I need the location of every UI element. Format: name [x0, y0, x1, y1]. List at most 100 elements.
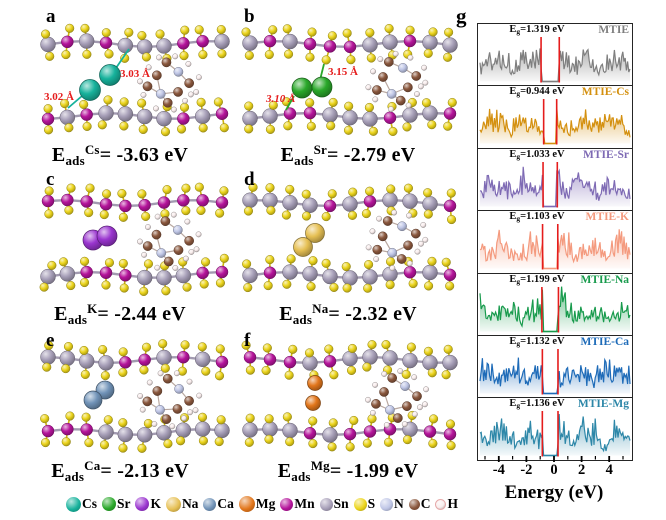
h-atom-sphere — [435, 498, 447, 510]
adsorption-energy-label: EadsCs= -3.63 eV — [8, 142, 232, 169]
atom-slab — [40, 339, 229, 381]
eg-subscript: g — [516, 401, 521, 411]
eg-value: =1.199 eV — [520, 273, 565, 285]
atom-slab — [241, 23, 458, 65]
legend-label: N — [394, 496, 404, 511]
x-tick-label: -2 — [520, 462, 533, 478]
x-tick-label: -4 — [492, 462, 505, 478]
atom-slab — [242, 254, 457, 293]
eads-subscript: ads — [65, 153, 85, 168]
sr-atom-sphere — [101, 497, 116, 511]
mg-atom-sphere — [238, 496, 255, 512]
cs-atom-sphere — [66, 496, 81, 512]
eg-subscript: g — [516, 151, 521, 161]
dos-subpanel-mtie-ca: Eg=1.132 eV MTIE-Ca — [477, 335, 633, 400]
panel-letter: b — [244, 6, 255, 27]
band-gap-label: Eg=1.199 eV — [478, 274, 596, 286]
dos-series-name: MTIE-K — [585, 211, 629, 224]
legend-item-k: K — [135, 496, 161, 512]
legend-item-cs: Cs — [66, 496, 97, 512]
band-gap-label: Eg=1.136 eV — [478, 398, 596, 410]
cs-ion-sphere — [99, 64, 121, 86]
mg-ion-sphere — [307, 375, 323, 391]
eads-ion-superscript: Ca — [84, 458, 101, 473]
atom-legend: Cs Sr K Na Ca Mg Mn Sn S N C H — [66, 492, 458, 516]
dos-curve — [479, 161, 631, 208]
ca-atom-sphere — [203, 497, 217, 511]
structure-panel-a: a 3.03 Å 3.02 Å EadsCs= -3.63 eV — [8, 4, 232, 168]
structure-panel-c: c EadsK= -2.44 eV — [8, 163, 232, 327]
eads-value: = -2.13 eV — [100, 460, 189, 482]
organic-molecule — [137, 370, 203, 430]
eg-value: =1.132 eV — [520, 336, 565, 348]
legend-item-sr: Sr — [101, 496, 130, 512]
eads-ion-superscript: Sr — [313, 142, 327, 157]
adsorption-energy-label: EadsCa= -2.13 eV — [8, 458, 232, 485]
atom-slab — [41, 95, 229, 137]
dos-subpanel-mtie-mg: Eg=1.136 eV MTIE-Mg — [477, 397, 633, 462]
na-atom-sphere — [165, 496, 181, 512]
structure-drawing: 3.03 Å 3.02 Å — [40, 23, 230, 137]
organic-molecule — [365, 209, 429, 272]
eads-value: = -2.44 eV — [97, 303, 186, 325]
sr-ion-sphere — [311, 76, 333, 98]
dos-stack: Eg=1.319 eV MTIE Eg=0.944 eV MTIE-Cs Eg=1.03… — [477, 23, 633, 462]
legend-item-h: H — [435, 496, 458, 512]
atom-slab — [39, 253, 229, 296]
legend-label: Cs — [82, 496, 98, 511]
adsorption-energy-label: EadsMg= -1.99 eV — [236, 458, 460, 485]
x-tick-label: 0 — [550, 462, 558, 478]
dos-series-name: MTIE-Cs — [581, 86, 629, 99]
eg-subscript: g — [516, 27, 521, 36]
dos-series-name: MTIE — [598, 24, 629, 36]
atom-slab — [242, 410, 457, 452]
band-gap-label: Eg=1.319 eV — [478, 24, 596, 36]
legend-item-sn: Sn — [319, 496, 349, 512]
legend-item-s: S — [353, 496, 376, 512]
eads-symbol: E — [51, 144, 66, 166]
panel-letter: a — [46, 6, 56, 27]
structure-panel-d: d EadsNa= -2.32 eV — [236, 163, 460, 327]
energy-axis-title: Energy (eV) — [504, 482, 604, 503]
structure-drawing — [241, 340, 458, 452]
eads-value: = -1.99 eV — [329, 460, 419, 482]
organic-molecule — [365, 368, 430, 428]
legend-label: K — [150, 496, 161, 511]
adsorption-energy-label: EadsK= -2.44 eV — [8, 301, 232, 328]
eg-subscript: g — [516, 276, 521, 286]
eads-symbol: E — [279, 303, 293, 325]
eg-symbol: E — [509, 336, 517, 348]
x-tick-label: 2 — [577, 462, 586, 478]
band-gap-label: Eg=1.103 eV — [478, 211, 596, 223]
structure-panel-e: e EadsCa= -2.13 eV — [8, 320, 232, 484]
dos-subpanel-mtie-na: Eg=1.199 eV MTIE-Na — [477, 272, 633, 337]
eg-subscript: g — [516, 339, 521, 349]
panel-letter: c — [46, 169, 55, 190]
eg-value: =0.944 eV — [520, 86, 565, 98]
legend-item-ca: Ca — [203, 496, 234, 512]
atom-slab — [241, 340, 458, 380]
k-atom-sphere — [135, 497, 150, 511]
eg-symbol: E — [509, 211, 517, 223]
x-tick-label: 4 — [605, 462, 613, 478]
dos-series-name: MTIE-Mg — [577, 398, 629, 411]
dos-curve — [479, 349, 631, 395]
dos-curve — [479, 286, 631, 333]
legend-label: Sn — [333, 496, 349, 511]
legend-item-c: C — [408, 496, 431, 512]
eg-symbol: E — [509, 398, 517, 410]
na-ion-sphere — [293, 237, 313, 257]
eads-subscript: ads — [294, 153, 314, 168]
eg-value: =1.136 eV — [520, 398, 565, 410]
legend-item-n: N — [380, 496, 404, 512]
eg-symbol: E — [509, 148, 517, 160]
organic-molecule — [365, 50, 429, 113]
eg-subscript: g — [516, 89, 521, 99]
panel-letter: d — [244, 169, 255, 190]
eg-symbol: E — [509, 24, 517, 35]
n-atom-sphere — [380, 497, 394, 511]
panel-letter: e — [46, 330, 55, 351]
dos-subpanel-mtie-k: Eg=1.103 eV MTIE-K — [477, 210, 633, 275]
c-atom-sphere — [408, 498, 420, 510]
legend-label: S — [367, 496, 376, 511]
